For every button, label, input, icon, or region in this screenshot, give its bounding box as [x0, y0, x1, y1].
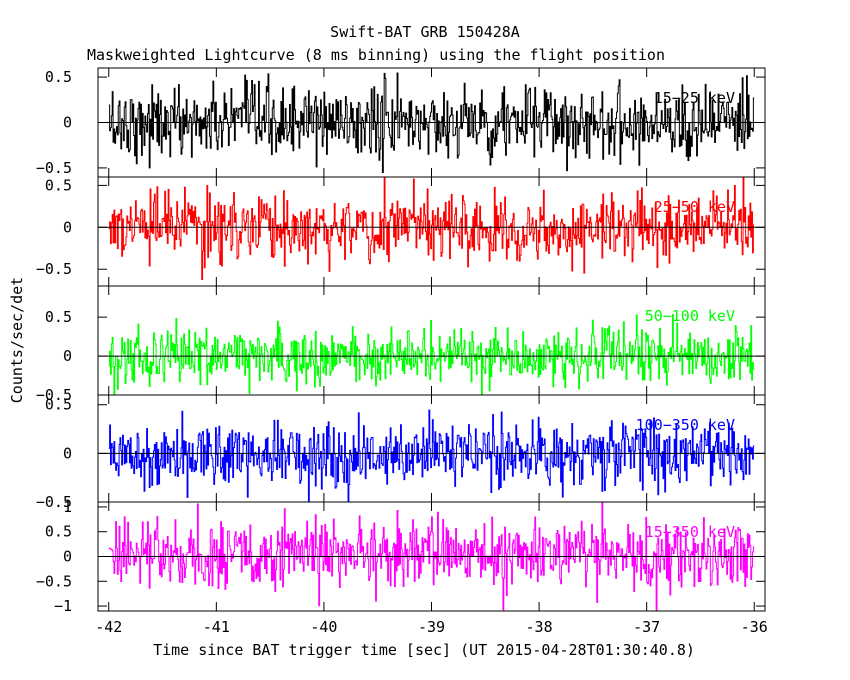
x-tick-label: -40 — [310, 618, 337, 636]
chart-title: Swift-BAT GRB 150428A — [330, 23, 520, 41]
panel-15-350-kev: −1 −0.5 0 0.5 1 15−350 keV — [36, 498, 766, 615]
y-tick-label: −0.5 — [36, 572, 72, 590]
band-label: 100−350 keV — [636, 416, 735, 434]
y-tick-label: 0 — [63, 114, 72, 132]
panel-50-100-kev: −0.5 0 0.5 50−100 keV — [36, 285, 766, 404]
panel-25-50-kev: −0.5 0 0.5 25−50 keV — [36, 176, 766, 287]
y-tick-label: 0.5 — [45, 523, 72, 541]
y-tick-label: −0.5 — [36, 386, 72, 404]
series-line-4 — [108, 502, 755, 611]
x-tick-label: -41 — [203, 618, 230, 636]
series-line-0 — [108, 72, 755, 173]
panels-group: −0.5 0 0.5 15−25 keV −0.5 0 0.5 25−50 keV −0.5 0 0… — [36, 67, 766, 615]
band-label: 15−25 keV — [654, 89, 735, 107]
x-tick-label: -37 — [633, 618, 660, 636]
y-tick-label: −1 — [54, 597, 72, 615]
y-tick-label: −0.5 — [36, 493, 72, 511]
panel-100-350-kev: −0.5 0 0.5 100−350 keV — [36, 394, 766, 511]
panel-frame — [97, 501, 766, 612]
band-label: 50−100 keV — [645, 307, 735, 325]
series-line-1 — [108, 177, 755, 281]
y-tick-label: 0 — [63, 548, 72, 566]
y-axis-label: Counts/sec/det — [8, 277, 26, 403]
y-tick-label: 0.5 — [45, 176, 72, 194]
x-axis-ticks: -42 -41 -40 -39 -38 -37 -36 — [95, 618, 768, 636]
y-tick-label: 1 — [63, 498, 72, 516]
x-tick-label: -38 — [526, 618, 553, 636]
y-tick-label: 0 — [63, 218, 72, 236]
x-axis-label: Time since BAT trigger time [sec] (UT 20… — [153, 641, 695, 659]
band-label: 15−350 keV — [645, 523, 735, 541]
y-tick-label: −0.5 — [36, 159, 72, 177]
y-tick-label: 0.5 — [45, 68, 72, 86]
x-tick-label: -39 — [418, 618, 445, 636]
x-tick-label: -42 — [95, 618, 122, 636]
chart-subtitle: Maskweighted Lightcurve (8 ms binning) u… — [87, 46, 665, 64]
y-tick-label: 0.5 — [45, 396, 72, 414]
y-tick-label: 0 — [63, 347, 72, 365]
panel-15-25-kev: −0.5 0 0.5 15−25 keV — [36, 67, 766, 178]
y-tick-label: −0.5 — [36, 260, 72, 278]
band-label: 25−50 keV — [654, 198, 735, 216]
y-tick-label: 0 — [63, 444, 72, 462]
series-line-3 — [108, 409, 755, 502]
y-tick-label: 0.5 — [45, 308, 72, 326]
series-line-2 — [108, 314, 755, 395]
x-tick-label: -36 — [741, 618, 768, 636]
